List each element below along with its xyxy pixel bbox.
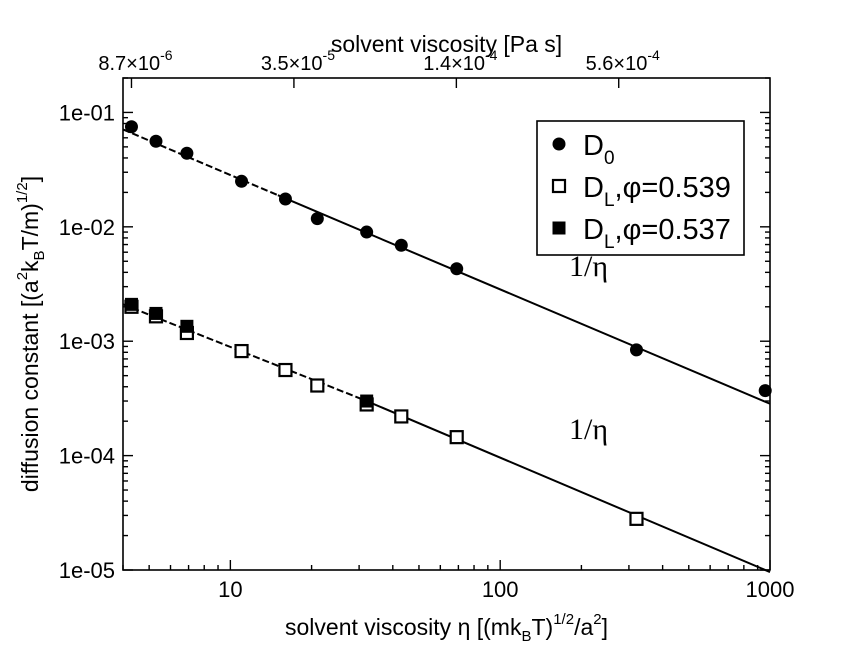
y-tick-label: 1e-02 <box>59 215 115 240</box>
data-point-series-0 <box>758 384 772 398</box>
data-point-series-1 <box>449 430 464 445</box>
x-tick-label: 1000 <box>746 577 795 602</box>
y-tick-label: 1e-05 <box>59 558 115 583</box>
fit-line <box>277 194 771 405</box>
fit-line-label: 1/η <box>569 413 608 446</box>
data-point-series-2 <box>180 319 194 333</box>
data-point-series-2 <box>360 394 374 408</box>
plot-frame <box>122 77 771 571</box>
legend-marker <box>551 178 567 194</box>
data-point-series-2 <box>124 297 138 311</box>
data-point-series-0 <box>360 225 374 239</box>
data-point-series-0 <box>629 343 643 357</box>
y-tick-label: 1e-04 <box>59 444 115 469</box>
top-axis-label: solvent viscosity [Pa s] <box>331 31 562 57</box>
data-point-series-1 <box>310 378 325 393</box>
fit-line <box>366 400 771 573</box>
y-tick-label: 1e-03 <box>59 329 115 354</box>
data-point-series-0 <box>180 146 194 160</box>
data-point-series-0 <box>235 174 249 188</box>
top-tick-label: 3.5×10-5 <box>261 47 335 75</box>
x-tick-label: 10 <box>218 577 242 602</box>
data-point-series-0 <box>310 212 324 226</box>
legend-box <box>536 120 745 256</box>
top-tick-label: 8.7×10-6 <box>98 47 172 75</box>
legend-entry: DL,φ=0.539 <box>583 172 731 211</box>
x-axis-label: solvent viscosity η [(mkBT)1/2/a2] <box>285 611 608 645</box>
data-point-series-2 <box>149 306 163 320</box>
top-tick-label: 1.4×10-4 <box>423 47 497 75</box>
data-point-series-1 <box>278 362 293 378</box>
data-point-series-0 <box>278 192 292 206</box>
data-point-series-0 <box>149 134 163 148</box>
x-tick-label: 100 <box>482 577 519 602</box>
legend-entry: DL,φ=0.537 <box>583 214 731 253</box>
data-point-series-0 <box>124 120 138 134</box>
data-point-series-1 <box>394 409 409 424</box>
legend-entry: D0 <box>583 130 615 169</box>
data-point-series-1 <box>629 511 644 526</box>
fit-line-dashed <box>122 128 279 197</box>
data-point-series-1 <box>234 343 249 359</box>
top-tick-label: 5.6×10-4 <box>586 47 660 75</box>
legend-marker <box>552 221 566 235</box>
legend-marker <box>552 137 566 151</box>
y-tick-label: 1e-01 <box>59 100 115 125</box>
y-axis-label: diffusion constant [(a2kBT/m)1/2] <box>14 176 48 492</box>
data-point-series-0 <box>450 262 464 276</box>
data-point-series-0 <box>394 238 408 252</box>
